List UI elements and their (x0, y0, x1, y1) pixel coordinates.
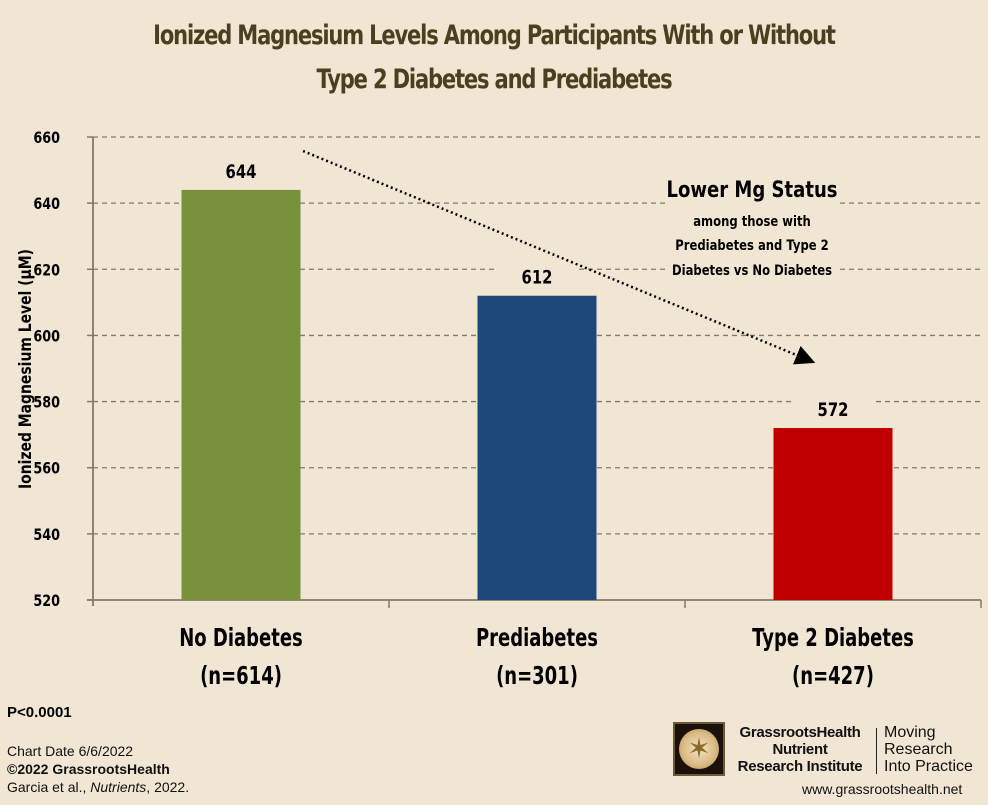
x-tick-labels: No Diabetes (n=614) Prediabetes (n=301) Type… (179, 624, 914, 691)
trend-arrow (302, 149, 816, 365)
chart-title-line-1: Ionized Magnesium Levels Among Participa… (153, 20, 836, 51)
bar-chart: 520 540 560 580 600 620 640 660 644 612 572 No Di… (16, 130, 982, 691)
label-background (791, 398, 875, 423)
data-label: 612 (522, 267, 553, 289)
copyright: ©2022 GrassrootsHealth (7, 761, 170, 777)
chart-footer: Chart Date 6/6/2022 ©2022 GrassrootsHeal… (7, 742, 189, 796)
bar-no-diabetes (181, 189, 301, 600)
brand-divider (876, 728, 877, 774)
logo: ✶ (673, 722, 725, 776)
x-tick-label: No Diabetes (179, 624, 302, 653)
annotation-line-3: Diabetes vs No Diabetes (672, 263, 832, 280)
x-tick-sample-size: (n=301) (496, 662, 578, 691)
data-label: 572 (818, 399, 849, 421)
annotation: Lower Mg Status among those with Prediab… (666, 170, 838, 288)
data-labels: 644 612 572 (226, 161, 849, 421)
label-background (495, 265, 579, 290)
annotation-heading: Lower Mg Status (666, 176, 837, 202)
citation-journal: Nutrients (90, 779, 147, 795)
y-axis-label: Ionized Magnesium Level (µM) (16, 249, 36, 489)
p-value: P<0.0001 (7, 704, 72, 721)
x-tick-label: Prediabetes (476, 624, 598, 653)
citation-authors: Garcia et al., (7, 779, 91, 795)
y-tick-label: 640 (33, 196, 60, 214)
citation-year: , 2022. (146, 779, 190, 795)
y-tick-label: 660 (33, 130, 60, 148)
y-tick-label: 520 (33, 593, 60, 611)
y-tick-label: 600 (33, 328, 60, 346)
org-line-1: GrassrootsHealth (739, 724, 861, 741)
org-line-2: Nutrient (772, 741, 828, 758)
citation: Garcia et al., Nutrients, 2022. (7, 778, 189, 796)
y-tick-label: 620 (33, 262, 60, 280)
dotted-arrow (302, 149, 816, 365)
chart-date: Chart Date 6/6/2022 (7, 743, 134, 759)
y-tick-label: 560 (33, 460, 60, 478)
bars (181, 159, 893, 600)
vitruvian-man-icon: ✶ (679, 729, 719, 769)
org-name: GrassrootsHealth Nutrient Research Insti… (734, 724, 866, 775)
tagline-line-3: Into Practice (884, 758, 973, 775)
x-tick-label: Type 2 Diabetes (752, 624, 914, 653)
bar-prediabetes (477, 295, 597, 600)
org-line-3: Research Institute (737, 758, 863, 775)
y-tick-label: 540 (33, 527, 60, 545)
label-background (199, 159, 283, 184)
bar-type-2-diabetes (773, 428, 893, 600)
tagline-line-2: Research (884, 741, 953, 758)
tagline-line-1: Moving (884, 724, 936, 741)
tagline: Moving Research Into Practice (884, 724, 973, 775)
website-link[interactable]: www.grassrootshealth.net (802, 781, 963, 797)
x-tick-sample-size: (n=614) (200, 662, 282, 691)
chart-title-line-2: Type 2 Diabetes and Prediabetes (316, 64, 673, 95)
annotation-line-1: among those with (693, 214, 811, 231)
data-label: 644 (226, 161, 257, 183)
y-tick-labels: 520 540 560 580 600 620 640 660 (33, 130, 60, 611)
chart-title: Ionized Magnesium Levels Among Participa… (109, 14, 880, 102)
y-tick-label: 580 (33, 394, 60, 412)
annotation-line-2: Prediabetes and Type 2 (675, 238, 828, 255)
x-tick-sample-size: (n=427) (792, 662, 874, 691)
